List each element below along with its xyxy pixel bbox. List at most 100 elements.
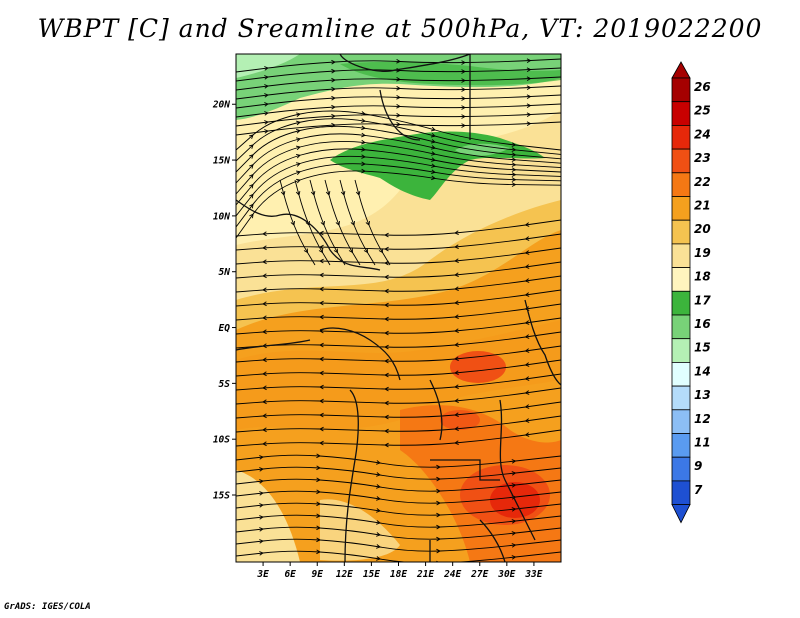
- colorbar-segment: [671, 361, 691, 387]
- streamline-arrow: [361, 125, 366, 131]
- colorbar: 26 25 24 23 22 21 20 19 18 17 16 15 14 13 12 11 9 7: [671, 61, 711, 524]
- coastlines: [236, 54, 561, 562]
- colorbar-label: 25: [694, 104, 711, 118]
- streamline-arrow: [320, 220, 325, 226]
- colorbar-top-triangle: [671, 61, 691, 79]
- lon-tick-label: 33E: [524, 569, 542, 580]
- lat-tick-label: 15N: [213, 156, 230, 167]
- streamline-arrow: [436, 464, 441, 470]
- colorbar-segment: [671, 125, 691, 150]
- streamline: [236, 466, 561, 480]
- streamline-arrow: [363, 248, 368, 254]
- colorbar-label: 26: [694, 80, 711, 94]
- colorbar-segment: [671, 172, 691, 197]
- streamline-arrow: [436, 512, 441, 518]
- streamline-arrow: [526, 94, 532, 99]
- streamline-arrow: [262, 371, 267, 377]
- streamline-arrow: [461, 87, 466, 92]
- lon-tick-label: 27E: [470, 569, 488, 580]
- colorbar-label: 23: [694, 151, 711, 165]
- colorbar-label: 15: [694, 341, 711, 355]
- streamline: [324, 179, 361, 266]
- colorbar-label: 20: [694, 222, 711, 236]
- longitude-axis: 3E 6E 9E 12E 15E 18E 21E 24E 27E 30E 33E: [256, 562, 543, 580]
- streamline-arrow: [454, 412, 459, 418]
- streamline-arrow: [262, 273, 267, 279]
- streamline-arrow: [295, 190, 301, 196]
- streamline-arrow: [331, 113, 336, 119]
- streamline-arrow: [316, 537, 321, 543]
- streamline: [294, 179, 331, 266]
- streamline-arrow: [319, 440, 324, 446]
- streamline-arrow: [384, 330, 389, 336]
- colorbar-label: 12: [694, 412, 711, 426]
- streamline-arrow: [303, 248, 308, 254]
- colorbar-label: 9: [694, 459, 702, 473]
- streamline-arrow: [376, 532, 381, 537]
- streamline-arrow: [249, 193, 254, 199]
- streamline-arrow: [319, 300, 324, 306]
- streamline-arrow: [361, 139, 366, 145]
- streamline-arrow: [319, 230, 324, 236]
- streamline-arrow: [461, 96, 466, 101]
- colorbar-segment: [671, 314, 691, 340]
- streamline-arrow: [430, 139, 436, 144]
- streamline-arrow: [431, 175, 436, 181]
- streamline-arrow: [319, 426, 324, 432]
- colorbar-segment: [671, 409, 691, 434]
- streamline-arrow: [511, 152, 517, 157]
- streamline: [236, 514, 561, 528]
- streamline-arrow: [431, 169, 436, 175]
- streamline-arrow: [511, 555, 517, 560]
- streamline-arrow: [259, 551, 264, 556]
- streamline-arrow: [454, 286, 459, 292]
- streamline-arrow: [384, 358, 389, 364]
- streamline-arrow: [526, 58, 532, 63]
- streamline-arrow: [526, 103, 532, 108]
- streamline: [236, 490, 561, 504]
- streamline-arrow: [262, 441, 267, 447]
- streamline-arrow: [461, 123, 466, 128]
- streamline-arrow: [524, 404, 530, 409]
- streamline-arrow: [264, 111, 269, 116]
- streamline-arrow: [526, 67, 532, 72]
- streamline-arrow: [331, 77, 336, 83]
- colorbar-segment: [671, 219, 691, 245]
- streamline-arrow: [454, 272, 459, 278]
- streamline-arrow: [461, 105, 466, 110]
- streamline-arrow: [396, 95, 401, 100]
- colorbar-bottom-triangle: [671, 504, 691, 524]
- lon-tick-label: 3E: [256, 569, 269, 580]
- streamline-arrow: [262, 413, 267, 419]
- streamline-arrow: [454, 398, 459, 404]
- streamline-arrow: [318, 248, 323, 254]
- streamline-arrow: [524, 390, 530, 395]
- streamline: [339, 179, 376, 266]
- streamline-arrow: [305, 220, 310, 226]
- streamline-arrow: [331, 95, 336, 101]
- colorbar-label: 13: [694, 388, 711, 402]
- streamline-arrow: [319, 412, 324, 418]
- streamline-arrow: [526, 76, 532, 81]
- streamline-arrow: [295, 128, 301, 134]
- streamline-arrow: [248, 144, 254, 149]
- lon-tick-label: 6E: [284, 569, 296, 580]
- streamline-arrow: [524, 362, 530, 367]
- streamline-arrow: [384, 386, 389, 392]
- lat-tick-label: 5S: [219, 379, 231, 390]
- streamline-arrow: [264, 75, 269, 80]
- streamline-arrow: [259, 527, 264, 532]
- streamline-arrow: [331, 68, 336, 74]
- streamline-arrow: [316, 477, 321, 483]
- streamline-arrow: [262, 287, 267, 293]
- streamline-arrow: [436, 476, 441, 482]
- streamline-arrow: [295, 145, 301, 151]
- streamline-arrow: [376, 508, 381, 513]
- streamline-arrow: [361, 111, 366, 116]
- streamline-arrow: [295, 137, 301, 142]
- streamline-arrow: [430, 145, 436, 150]
- colorbar-label: 24: [694, 127, 711, 141]
- colorbar-label: 14: [694, 364, 711, 378]
- streamline: [309, 179, 346, 266]
- streamline-arrow: [249, 213, 254, 219]
